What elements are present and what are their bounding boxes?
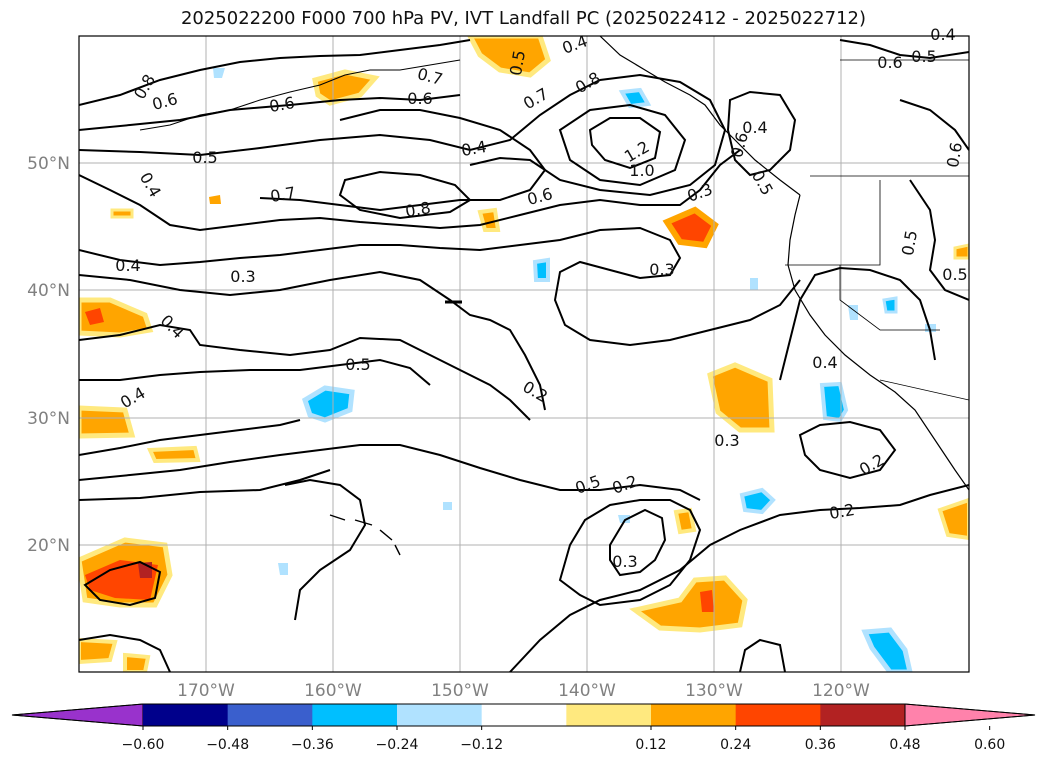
map-title: 2025022200 F000 700 hPa PV, IVT Landfall… (180, 8, 867, 29)
positive-patch (85, 308, 104, 325)
negative-patch (301, 385, 355, 423)
negative-patch (882, 296, 898, 314)
colorbar-segment (481, 704, 567, 726)
colorbar-segment (651, 704, 737, 726)
graticule (79, 36, 969, 672)
positive-patch (209, 195, 221, 204)
lon-label: 120°W (812, 681, 870, 701)
lat-label: 50°N (27, 154, 70, 174)
colorbar-tick-label: −0.60 (122, 737, 165, 753)
negative-patch (739, 487, 776, 515)
colorbar-tick-label: −0.24 (376, 737, 419, 753)
positive-patch (662, 206, 719, 249)
positive-patch (146, 445, 201, 464)
longitude-labels: 170°W 160°W 150°W 140°W 130°W 120°W (177, 681, 870, 701)
contour-label: 0.4 (460, 137, 488, 160)
lon-label: 160°W (304, 681, 362, 701)
positive-patch (937, 497, 969, 541)
lat-label: 40°N (27, 281, 70, 301)
positive-patch (953, 243, 969, 260)
positive-patch (700, 590, 714, 612)
positive-patch (477, 207, 501, 232)
colorbar-tick-label: 0.48 (889, 737, 920, 753)
negative-patch (750, 278, 758, 290)
anomaly-shading (79, 36, 969, 672)
contour-label: 0.5 (942, 265, 967, 284)
contour-label: 0.5 (506, 49, 529, 77)
contour-label: 0.7 (269, 183, 297, 206)
contour-label: 0.8 (404, 198, 432, 221)
negative-patch (848, 305, 858, 320)
negative-patch (278, 563, 288, 575)
map-frame (78, 35, 970, 673)
negative-patch (861, 627, 913, 672)
positive-patch (629, 575, 748, 633)
colorbar-tick-label: 0.12 (635, 737, 666, 753)
contour-label: 0.3 (612, 552, 637, 571)
coastlines (139, 36, 969, 556)
colorbar-extend-max (904, 703, 1036, 727)
colorbar-segment (820, 704, 906, 726)
positive-patch (79, 297, 154, 338)
contour-label: 0.4 (812, 353, 837, 372)
positive-patch (110, 208, 134, 219)
negative-patch (618, 87, 652, 109)
contour-label: 0.4 (930, 25, 955, 44)
colorbar: −0.60 −0.48 −0.36 −0.24 −0.12 0.12 0.24 0.36 0.4… (11, 703, 1036, 753)
positive-patch (707, 362, 775, 433)
contour-label: 0.6 (268, 93, 296, 116)
lon-label: 150°W (431, 681, 489, 701)
colorbar-segment (143, 704, 229, 726)
positive-patch (673, 507, 697, 535)
colorbar-tick-label: 0.36 (805, 737, 836, 753)
latitude-labels: 50°N 40°N 30°N 20°N (27, 154, 70, 556)
lon-label: 140°W (558, 681, 616, 701)
negative-patch (819, 381, 849, 423)
colorbar-segment (312, 704, 398, 726)
contour-labels: 0.80.6 0.60.70.60.40.50.40.70.80.40.50.80… (115, 25, 967, 571)
negative-patch (213, 68, 225, 78)
pv-contours (79, 39, 969, 672)
negative-patch (618, 515, 630, 523)
colorbar-tick-label: −0.48 (206, 737, 249, 753)
contour-label: 0.5 (898, 229, 921, 257)
colorbar-tick-label: 0.24 (720, 737, 751, 753)
contour-label: 0.6 (877, 53, 902, 72)
colorbar-tick-label: −0.36 (291, 737, 334, 753)
contour-label: 0.5 (911, 47, 936, 66)
lat-label: 30°N (27, 409, 70, 429)
lon-label: 170°W (177, 681, 235, 701)
contour-label: 0.3 (714, 431, 739, 450)
colorbar-tick-label: 0.60 (974, 737, 1005, 753)
positive-patch (79, 637, 118, 665)
contour-label: 0.6 (407, 89, 432, 108)
colorbar-tick-label: −0.12 (460, 737, 503, 753)
negative-patch (443, 502, 452, 510)
lat-label: 20°N (27, 536, 70, 556)
contour-label: 0.3 (230, 267, 255, 286)
contour-label: 0.5 (192, 148, 217, 167)
contour-label: 0.6 (943, 141, 966, 169)
colorbar-segment (397, 704, 483, 726)
contour-label: 0.4 (742, 118, 767, 137)
contour-label: 0.4 (115, 256, 140, 275)
positive-patch (312, 69, 380, 106)
positive-patch (467, 36, 551, 78)
colorbar-extend-min (11, 703, 144, 727)
contour-label: 0.3 (649, 260, 674, 279)
colorbar-segment (566, 704, 652, 726)
negative-patch (532, 257, 550, 282)
lon-label: 130°W (685, 681, 743, 701)
positive-patch (123, 652, 151, 672)
positive-patch (79, 405, 136, 439)
contour-label: 0.2 (828, 500, 856, 523)
contour-label: 1.0 (629, 161, 654, 180)
colorbar-segment (735, 704, 821, 726)
colorbar-segment (227, 704, 313, 726)
contour-label: 0.5 (345, 355, 370, 374)
